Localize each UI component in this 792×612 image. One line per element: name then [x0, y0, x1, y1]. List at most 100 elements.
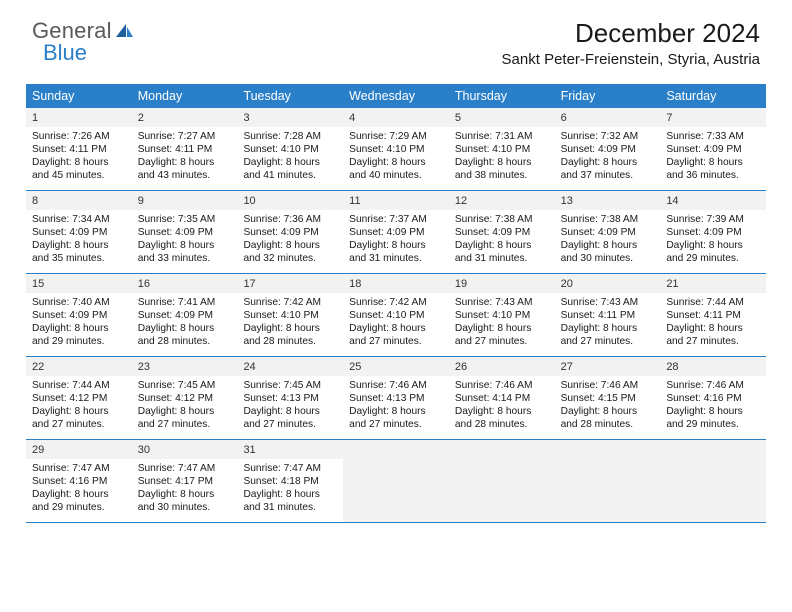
sunset-text: Sunset: 4:12 PM [138, 392, 232, 405]
sunset-text: Sunset: 4:10 PM [349, 143, 443, 156]
sunset-text: Sunset: 4:09 PM [561, 226, 655, 239]
daylight-line2: and 28 minutes. [561, 418, 655, 431]
daylight-line2: and 41 minutes. [243, 169, 337, 182]
day-number: 26 [449, 357, 555, 376]
day-number: 8 [26, 191, 132, 210]
daylight-line2: and 27 minutes. [349, 335, 443, 348]
sunset-text: Sunset: 4:09 PM [666, 143, 760, 156]
day-body: Sunrise: 7:35 AMSunset: 4:09 PMDaylight:… [132, 210, 238, 270]
daylight-line2: and 27 minutes. [243, 418, 337, 431]
day-body: Sunrise: 7:34 AMSunset: 4:09 PMDaylight:… [26, 210, 132, 270]
week-row: 22Sunrise: 7:44 AMSunset: 4:12 PMDayligh… [26, 357, 766, 440]
sunrise-text: Sunrise: 7:47 AM [138, 462, 232, 475]
daylight-line1: Daylight: 8 hours [666, 405, 760, 418]
daylight-line1: Daylight: 8 hours [455, 322, 549, 335]
sunset-text: Sunset: 4:16 PM [666, 392, 760, 405]
sunrise-text: Sunrise: 7:42 AM [243, 296, 337, 309]
daylight-line2: and 31 minutes. [243, 501, 337, 514]
day-cell: 14Sunrise: 7:39 AMSunset: 4:09 PMDayligh… [660, 191, 766, 273]
sunset-text: Sunset: 4:11 PM [666, 309, 760, 322]
daylight-line2: and 28 minutes. [243, 335, 337, 348]
daylight-line2: and 36 minutes. [666, 169, 760, 182]
daylight-line1: Daylight: 8 hours [349, 156, 443, 169]
logo-text-blue: Blue [43, 40, 87, 66]
day-cell: 6Sunrise: 7:32 AMSunset: 4:09 PMDaylight… [555, 108, 661, 190]
day-number: 18 [343, 274, 449, 293]
day-number: 3 [237, 108, 343, 127]
day-body: Sunrise: 7:45 AMSunset: 4:12 PMDaylight:… [132, 376, 238, 436]
day-number: 6 [555, 108, 661, 127]
sunset-text: Sunset: 4:09 PM [561, 143, 655, 156]
day-body: Sunrise: 7:38 AMSunset: 4:09 PMDaylight:… [555, 210, 661, 270]
day-number: 15 [26, 274, 132, 293]
day-cell: 3Sunrise: 7:28 AMSunset: 4:10 PMDaylight… [237, 108, 343, 190]
sunset-text: Sunset: 4:09 PM [32, 309, 126, 322]
day-body: Sunrise: 7:42 AMSunset: 4:10 PMDaylight:… [343, 293, 449, 353]
daylight-line2: and 37 minutes. [561, 169, 655, 182]
sunset-text: Sunset: 4:10 PM [455, 309, 549, 322]
day-number: 4 [343, 108, 449, 127]
sunrise-text: Sunrise: 7:46 AM [561, 379, 655, 392]
daylight-line1: Daylight: 8 hours [666, 239, 760, 252]
daylight-line1: Daylight: 8 hours [138, 239, 232, 252]
day-number: 13 [555, 191, 661, 210]
day-body: Sunrise: 7:26 AMSunset: 4:11 PMDaylight:… [26, 127, 132, 187]
daylight-line2: and 30 minutes. [561, 252, 655, 265]
day-body: Sunrise: 7:43 AMSunset: 4:10 PMDaylight:… [449, 293, 555, 353]
sunrise-text: Sunrise: 7:42 AM [349, 296, 443, 309]
day-body: Sunrise: 7:44 AMSunset: 4:12 PMDaylight:… [26, 376, 132, 436]
daylight-line1: Daylight: 8 hours [666, 322, 760, 335]
day-cell: 29Sunrise: 7:47 AMSunset: 4:16 PMDayligh… [26, 440, 132, 522]
week-row: 1Sunrise: 7:26 AMSunset: 4:11 PMDaylight… [26, 108, 766, 191]
week-row: 29Sunrise: 7:47 AMSunset: 4:16 PMDayligh… [26, 440, 766, 523]
calendar: SundayMondayTuesdayWednesdayThursdayFrid… [26, 84, 766, 523]
day-cell: 4Sunrise: 7:29 AMSunset: 4:10 PMDaylight… [343, 108, 449, 190]
sunrise-text: Sunrise: 7:26 AM [32, 130, 126, 143]
sunset-text: Sunset: 4:10 PM [243, 143, 337, 156]
empty-day-cell [343, 440, 449, 522]
daylight-line1: Daylight: 8 hours [561, 156, 655, 169]
weekday-header-cell: Monday [132, 84, 238, 108]
day-cell: 12Sunrise: 7:38 AMSunset: 4:09 PMDayligh… [449, 191, 555, 273]
day-number: 17 [237, 274, 343, 293]
daylight-line2: and 30 minutes. [138, 501, 232, 514]
day-cell: 30Sunrise: 7:47 AMSunset: 4:17 PMDayligh… [132, 440, 238, 522]
sunrise-text: Sunrise: 7:38 AM [455, 213, 549, 226]
sunrise-text: Sunrise: 7:31 AM [455, 130, 549, 143]
daylight-line1: Daylight: 8 hours [243, 405, 337, 418]
day-number: 30 [132, 440, 238, 459]
sunrise-text: Sunrise: 7:43 AM [455, 296, 549, 309]
day-body: Sunrise: 7:44 AMSunset: 4:11 PMDaylight:… [660, 293, 766, 353]
day-cell: 1Sunrise: 7:26 AMSunset: 4:11 PMDaylight… [26, 108, 132, 190]
day-number: 21 [660, 274, 766, 293]
weekday-header-cell: Friday [555, 84, 661, 108]
daylight-line1: Daylight: 8 hours [349, 405, 443, 418]
daylight-line1: Daylight: 8 hours [349, 239, 443, 252]
sunrise-text: Sunrise: 7:33 AM [666, 130, 760, 143]
day-number: 2 [132, 108, 238, 127]
daylight-line2: and 27 minutes. [32, 418, 126, 431]
day-body: Sunrise: 7:40 AMSunset: 4:09 PMDaylight:… [26, 293, 132, 353]
day-body: Sunrise: 7:47 AMSunset: 4:16 PMDaylight:… [26, 459, 132, 519]
sunset-text: Sunset: 4:10 PM [243, 309, 337, 322]
sunrise-text: Sunrise: 7:37 AM [349, 213, 443, 226]
daylight-line1: Daylight: 8 hours [32, 156, 126, 169]
sunset-text: Sunset: 4:11 PM [138, 143, 232, 156]
day-number: 22 [26, 357, 132, 376]
sunset-text: Sunset: 4:11 PM [561, 309, 655, 322]
sunrise-text: Sunrise: 7:46 AM [349, 379, 443, 392]
day-body: Sunrise: 7:32 AMSunset: 4:09 PMDaylight:… [555, 127, 661, 187]
sunset-text: Sunset: 4:09 PM [138, 226, 232, 239]
daylight-line2: and 35 minutes. [32, 252, 126, 265]
day-cell: 10Sunrise: 7:36 AMSunset: 4:09 PMDayligh… [237, 191, 343, 273]
sunrise-text: Sunrise: 7:46 AM [666, 379, 760, 392]
day-cell: 19Sunrise: 7:43 AMSunset: 4:10 PMDayligh… [449, 274, 555, 356]
daylight-line2: and 27 minutes. [349, 418, 443, 431]
daylight-line2: and 40 minutes. [349, 169, 443, 182]
day-number: 31 [237, 440, 343, 459]
day-body: Sunrise: 7:43 AMSunset: 4:11 PMDaylight:… [555, 293, 661, 353]
header: General December 2024 Sankt Peter-Freien… [0, 0, 792, 74]
day-body: Sunrise: 7:42 AMSunset: 4:10 PMDaylight:… [237, 293, 343, 353]
day-number: 29 [26, 440, 132, 459]
sunrise-text: Sunrise: 7:41 AM [138, 296, 232, 309]
